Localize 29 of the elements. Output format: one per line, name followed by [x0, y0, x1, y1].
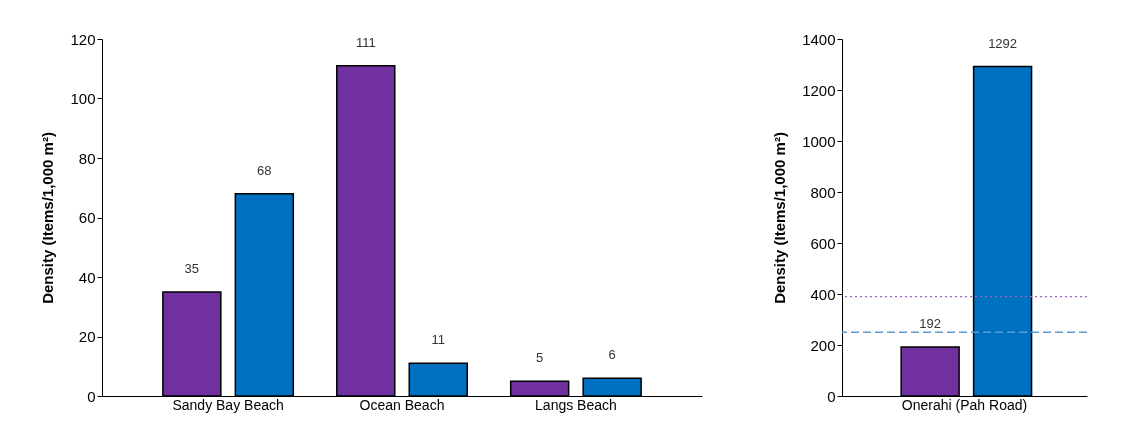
y-tick-label: 40	[78, 268, 96, 286]
data-label: 11	[431, 332, 445, 348]
y-tick-label: 200	[810, 336, 836, 354]
data-label: 1292	[988, 35, 1018, 51]
data-label: 68	[257, 162, 272, 178]
y-tick-label: 60	[78, 209, 96, 226]
x-tick-label: Onerahi (Pah Road)	[901, 396, 1028, 413]
y-tick-label: 800	[810, 183, 836, 201]
x-tick-label: Ocean Beach	[359, 396, 445, 413]
data-label: 6	[608, 347, 616, 363]
y-tick-label: 400	[810, 285, 836, 303]
data-label: 192	[919, 316, 941, 332]
data-label: 111	[355, 34, 376, 50]
y-axis-title: Density (Items/1,000 m²)	[39, 132, 57, 304]
y-axis-title: Density (Items/1,000 m²)	[771, 132, 789, 304]
y-tick-label: 80	[78, 149, 96, 167]
y-tick-label: 1200	[802, 81, 836, 99]
data-label: 5	[536, 350, 544, 366]
x-tick-label: Langs Beach	[535, 396, 617, 413]
y-tick-label: 1000	[802, 132, 836, 150]
y-tick-label: 0	[87, 387, 96, 405]
y-tick-label: 1400	[802, 30, 836, 48]
y-tick-label: 100	[70, 90, 96, 107]
y-tick-label: 0	[827, 387, 836, 405]
x-tick-label: Sandy Bay Beach	[172, 396, 284, 413]
data-label: 35	[184, 260, 200, 276]
y-tick-label: 20	[78, 328, 96, 345]
y-tick-label: 600	[810, 234, 836, 252]
y-tick-label: 120	[70, 30, 96, 48]
